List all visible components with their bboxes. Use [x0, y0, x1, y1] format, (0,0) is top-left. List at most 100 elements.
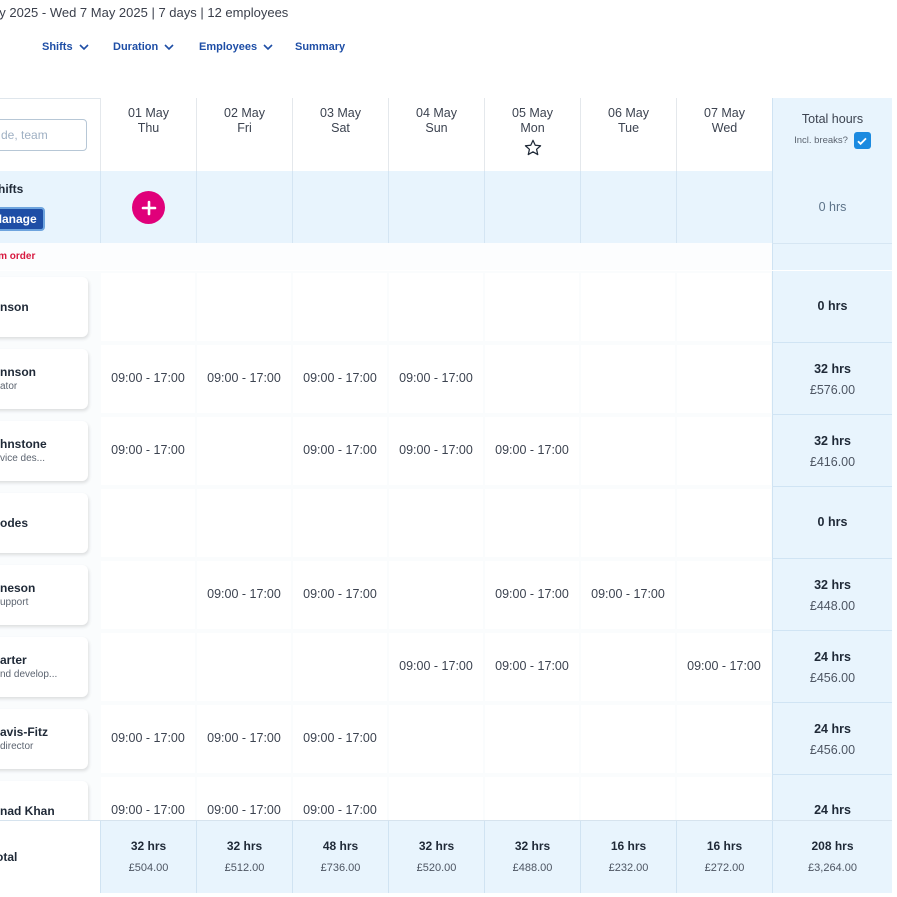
shift-cell[interactable] — [485, 273, 579, 341]
employee-card[interactable]: odes — [0, 493, 88, 553]
chevron-down-icon — [78, 41, 90, 53]
manage-button[interactable]: Manage — [0, 207, 45, 231]
shift-cell[interactable] — [389, 561, 483, 629]
shift-cell[interactable]: 09:00 - 17:00 — [389, 345, 483, 413]
shift-cell[interactable] — [677, 705, 771, 773]
employee-name: avis-Fitz — [0, 725, 49, 739]
employee-card[interactable]: hnstone vice des... — [0, 421, 88, 481]
shift-cell[interactable]: 09:00 - 17:00 — [677, 633, 771, 701]
day-weekday: Mon — [520, 121, 545, 135]
employee-card[interactable]: nson — [0, 277, 88, 337]
shift-cell[interactable]: 09:00 - 17:00 — [293, 345, 387, 413]
shift-cell[interactable]: 09:00 - 17:00 — [101, 705, 195, 773]
footer-day-cost: £232.00 — [608, 862, 649, 874]
employee-total-hours: 24 hrs — [814, 650, 851, 664]
footer-day-hours: 16 hrs — [610, 839, 647, 853]
employee-name: nad Khan — [0, 804, 55, 818]
day-header-1: 01 May Thu — [100, 98, 196, 171]
shift-cell[interactable] — [581, 705, 675, 773]
employee-role: nd develop... — [0, 669, 58, 680]
shift-cell[interactable] — [581, 633, 675, 701]
shift-cell[interactable] — [677, 273, 771, 341]
shift-cell[interactable]: 09:00 - 17:00 — [293, 561, 387, 629]
shift-cell[interactable] — [485, 705, 579, 773]
shift-cell[interactable] — [101, 273, 195, 341]
employee-name: odes — [0, 516, 29, 530]
employee-card[interactable]: neson upport — [0, 565, 88, 625]
filter-duration[interactable]: Duration — [113, 41, 175, 53]
shift-cell[interactable] — [293, 633, 387, 701]
incl-breaks-checkbox[interactable] — [853, 132, 871, 149]
shift-cell[interactable]: 09:00 - 17:00 — [293, 705, 387, 773]
shift-time: 09:00 - 17:00 — [399, 443, 473, 457]
employee-total-cost: £416.00 — [809, 455, 856, 469]
shift-cell[interactable] — [677, 417, 771, 485]
add-shift-button[interactable] — [132, 191, 165, 224]
filter-shifts[interactable]: Shifts — [42, 41, 90, 53]
shift-cell[interactable]: 09:00 - 17:00 — [197, 561, 291, 629]
shift-cell[interactable]: 09:00 - 17:00 — [197, 705, 291, 773]
shift-cell[interactable] — [485, 345, 579, 413]
incl-breaks-label: Incl. breaks? — [794, 135, 848, 146]
employee-card[interactable]: arter nd develop... — [0, 637, 88, 697]
shift-cell[interactable] — [293, 273, 387, 341]
shift-cell[interactable] — [389, 489, 483, 557]
employee-name: hnstone — [0, 437, 47, 451]
shift-cell[interactable]: 09:00 - 17:00 — [389, 633, 483, 701]
shift-cell[interactable]: 09:00 - 17:00 — [485, 561, 579, 629]
shift-cell[interactable]: 09:00 - 17:00 — [101, 417, 195, 485]
shift-cell[interactable] — [581, 273, 675, 341]
employee-total-cost: £576.00 — [809, 383, 856, 397]
filter-employees[interactable]: Employees — [199, 41, 274, 53]
shift-cell[interactable] — [197, 633, 291, 701]
shift-cell[interactable]: 09:00 - 17:00 — [389, 417, 483, 485]
employee-card[interactable]: avis-Fitz director — [0, 709, 88, 769]
shift-cell[interactable] — [581, 489, 675, 557]
search-input[interactable]: de, team — [0, 119, 87, 151]
chevron-down-icon — [163, 41, 175, 53]
employee-total-hours: 32 hrs — [814, 578, 851, 592]
day-header-6: 06 May Tue — [580, 98, 676, 171]
star-icon — [524, 139, 541, 156]
employee-total: 0 hrs — [772, 487, 892, 559]
shift-cell[interactable] — [197, 417, 291, 485]
day-date: 06 May — [608, 106, 649, 120]
open-row-divider — [484, 171, 485, 243]
shift-cell[interactable] — [101, 489, 195, 557]
shift-cell[interactable] — [389, 273, 483, 341]
shift-cell[interactable]: 09:00 - 17:00 — [293, 417, 387, 485]
shift-cell[interactable] — [677, 561, 771, 629]
filter-duration-label: Duration — [113, 41, 159, 53]
check-icon — [857, 137, 868, 145]
shift-cell[interactable] — [677, 489, 771, 557]
shift-cell[interactable] — [101, 633, 195, 701]
shift-cell[interactable] — [581, 345, 675, 413]
employee-card[interactable]: nnson ator — [0, 349, 88, 409]
shift-cell[interactable] — [293, 489, 387, 557]
shift-cell[interactable] — [197, 489, 291, 557]
footer-day-hours: 32 hrs — [514, 839, 551, 853]
shift-cell[interactable] — [197, 273, 291, 341]
shift-cell[interactable] — [101, 561, 195, 629]
shift-cell[interactable]: 09:00 - 17:00 — [485, 633, 579, 701]
shift-cell[interactable] — [677, 345, 771, 413]
shift-cell[interactable]: 09:00 - 17:00 — [485, 417, 579, 485]
employee-role: ator — [0, 381, 18, 392]
shift-cell[interactable] — [581, 417, 675, 485]
employee-role: vice des... — [0, 453, 46, 464]
footer-day-total: 16 hrs £232.00 — [580, 821, 676, 893]
shift-cell[interactable]: 09:00 - 17:00 — [197, 345, 291, 413]
shift-cell[interactable]: 09:00 - 17:00 — [581, 561, 675, 629]
footer-day-cost: £512.00 — [224, 862, 265, 874]
grand-total-cost: £3,264.00 — [808, 862, 857, 874]
shift-cell[interactable] — [485, 489, 579, 557]
shift-cell[interactable]: 09:00 - 17:00 — [101, 345, 195, 413]
custom-order-link[interactable]: om order — [0, 251, 36, 262]
footer-day-hours: 48 hrs — [322, 839, 359, 853]
employee-total-cost: £456.00 — [809, 671, 856, 685]
employee-total-hours: 24 hrs — [814, 803, 851, 817]
filter-summary[interactable]: Summary — [295, 41, 345, 53]
shift-time: 09:00 - 17:00 — [303, 731, 377, 745]
shift-cell[interactable] — [389, 705, 483, 773]
incl-breaks-toggle: Incl. breaks? — [773, 132, 892, 149]
